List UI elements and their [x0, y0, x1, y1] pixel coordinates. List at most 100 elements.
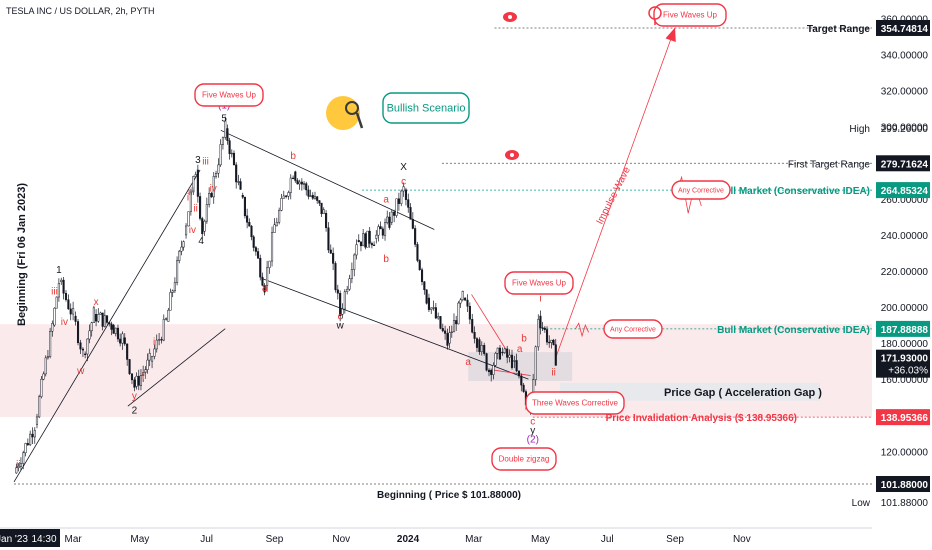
x-tick-label: Sep	[666, 534, 684, 545]
price-tag-invalidation: 138.95366	[881, 413, 929, 424]
candle-body	[492, 365, 495, 375]
candle-body	[377, 226, 380, 236]
candle-body	[348, 278, 351, 290]
candle-body	[182, 241, 185, 248]
candle-body	[108, 322, 111, 325]
candle-body	[302, 183, 306, 185]
candle-body	[24, 443, 27, 454]
candle-body	[97, 314, 100, 322]
wave-label: a	[383, 194, 389, 205]
callout-box	[194, 83, 264, 107]
x-tick-label: Mar	[465, 534, 483, 545]
wave-label: c	[530, 416, 535, 427]
wave-label: iii	[51, 286, 58, 297]
candle-body	[513, 360, 516, 362]
candle-body	[446, 333, 449, 346]
current-price-change: +36.03%	[888, 366, 928, 377]
candle-body	[40, 378, 43, 397]
corrective-zigzag	[575, 322, 589, 338]
candle-body	[423, 281, 426, 291]
candle-body	[144, 369, 147, 373]
candle-body	[137, 375, 140, 386]
price-tag-target: 354.74814	[881, 24, 929, 35]
candle-body	[554, 344, 557, 366]
wave-label: a	[262, 283, 268, 294]
candle-body	[42, 373, 45, 380]
wave-label: i	[153, 337, 155, 348]
y-tick-label: 120.00000	[881, 447, 929, 458]
candle-body	[383, 222, 387, 236]
candle-body	[432, 307, 435, 309]
callout-box	[653, 3, 727, 27]
candle-body	[128, 359, 131, 374]
level-label: First Target Range	[788, 159, 871, 170]
wave-label: c	[401, 176, 406, 187]
candle-body	[355, 244, 358, 256]
candle-body	[254, 247, 257, 252]
candle-body	[173, 282, 176, 292]
candle-body	[461, 290, 464, 301]
candle-body	[373, 244, 376, 246]
candle-body	[425, 289, 428, 304]
wave-label: 1	[56, 265, 62, 276]
candle-body	[74, 315, 77, 322]
candle-body	[534, 346, 537, 380]
y-axis-panel	[872, 0, 932, 550]
candle-body	[452, 320, 456, 333]
candle-body	[343, 291, 346, 310]
candle-body	[126, 343, 129, 360]
candle-body	[496, 347, 499, 354]
current-price-tag-bg	[876, 349, 930, 378]
callout-box	[603, 319, 663, 339]
candle-body	[165, 318, 168, 320]
candle-body	[414, 228, 417, 245]
candle-body	[178, 250, 181, 262]
price-tag-beginning-bg	[876, 476, 930, 492]
candle-body	[545, 329, 549, 343]
candle-body	[307, 189, 310, 197]
candle-body	[381, 228, 384, 236]
candle-body	[266, 267, 269, 286]
candle-body	[480, 345, 483, 353]
candle-body	[494, 353, 497, 366]
candle-body	[81, 348, 85, 351]
candle-body	[194, 174, 197, 177]
callout-box	[504, 271, 574, 295]
channel-line-lower	[261, 277, 529, 380]
candle-body	[483, 345, 486, 354]
callout-text: Five Waves Up	[512, 279, 566, 288]
price-tag-bull-upper: 264.85324	[881, 186, 929, 197]
wave-label: iv	[189, 225, 196, 236]
y-tick-label: 340.00000	[881, 51, 929, 62]
wave-label: y	[132, 391, 137, 402]
x-tick-label: May	[531, 534, 550, 545]
candle-body	[103, 315, 106, 327]
candle-body	[362, 233, 365, 247]
wave-label: ii	[193, 203, 197, 214]
candle-body	[217, 164, 220, 174]
candle-body	[232, 152, 236, 166]
candle-body	[196, 169, 199, 197]
level-label: Bull Market (Conservative IDEA)	[717, 325, 870, 336]
candle-body	[201, 218, 204, 235]
candle-body	[212, 176, 215, 198]
wave-label: b	[290, 151, 296, 162]
candle-body	[543, 327, 546, 330]
wave-label: y	[530, 425, 535, 436]
candle-body	[444, 330, 447, 334]
candle-body	[187, 211, 190, 227]
candle-body	[468, 306, 471, 320]
callout-text: Any Corrective	[610, 326, 656, 333]
high-value: 299.26000	[881, 124, 929, 135]
candle-body	[273, 224, 276, 233]
thinking-face-icon	[326, 96, 360, 130]
candle-body	[214, 173, 218, 177]
candle-body	[357, 240, 360, 243]
candle-body	[72, 308, 75, 315]
candle-body	[19, 463, 22, 467]
wave-label: a	[465, 357, 471, 368]
candle-body	[313, 196, 317, 199]
candle-body	[241, 194, 244, 198]
callout-box	[671, 180, 731, 200]
